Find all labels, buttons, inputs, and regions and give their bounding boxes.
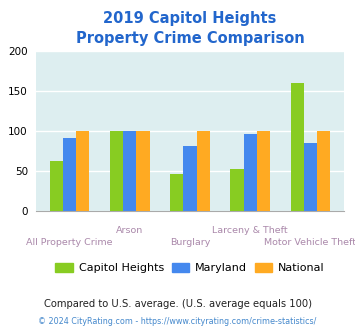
Text: All Property Crime: All Property Crime [26,238,113,248]
Bar [317,131,330,211]
Bar [290,83,304,211]
Text: Larceny & Theft: Larceny & Theft [212,226,288,235]
Bar [183,146,197,211]
Text: Motor Vehicle Theft: Motor Vehicle Theft [264,238,355,248]
Bar [170,174,183,211]
Text: Compared to U.S. average. (U.S. average equals 100): Compared to U.S. average. (U.S. average … [44,299,311,309]
Text: Arson: Arson [116,226,143,235]
Bar [110,131,123,211]
Bar [123,131,136,211]
Text: Burglary: Burglary [170,238,210,248]
Bar [136,131,149,211]
Bar [50,161,63,211]
Legend: Capitol Heights, Maryland, National: Capitol Heights, Maryland, National [51,258,329,278]
Bar [257,131,270,211]
Bar [197,131,210,211]
Bar [304,143,317,211]
Text: © 2024 CityRating.com - https://www.cityrating.com/crime-statistics/: © 2024 CityRating.com - https://www.city… [38,317,317,326]
Bar [63,138,76,211]
Bar [76,131,89,211]
Bar [230,169,244,211]
Title: 2019 Capitol Heights
Property Crime Comparison: 2019 Capitol Heights Property Crime Comp… [76,11,304,46]
Bar [244,134,257,211]
